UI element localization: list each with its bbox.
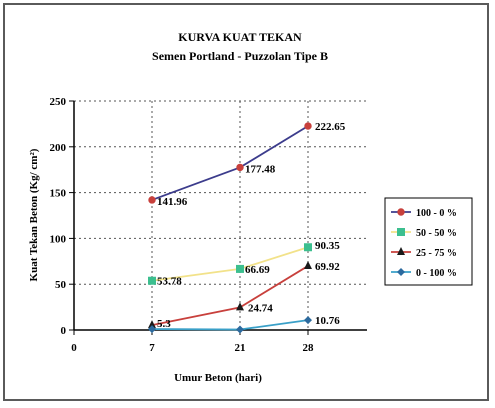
plot-area: 0 50 100 150 200 250 0 7 21 28 141.96 177.48 222.65 5… [50,96,367,354]
x-tick-label-1: 7 [149,342,155,354]
legend-entry-2: 25 - 75 % [416,248,457,259]
y-tick-label-1: 50 [55,279,67,291]
y-tick-label-3: 150 [50,188,67,200]
legend-marker-3 [397,268,405,276]
data-point-s3-p1 [236,325,244,334]
series-line-0 [151,125,309,201]
x-tick-label-0: 0 [71,342,77,354]
y-tick-label-4: 200 [50,142,67,154]
data-label-s2-p1: 24.74 [248,302,273,314]
legend-entry-1: 50 - 50 % [416,228,457,239]
legend-entry-3: 0 - 100 % [416,268,457,279]
legend-marker-0 [397,208,405,216]
y-axis-label: Kuat Tekan Beton (Kg/ cm²) [28,148,40,281]
x-axis-label: Umur Beton (hari) [174,372,262,384]
chart-subtitle: Semen Portland - Puzzolan Tipe B [152,49,328,63]
data-label-s2-p2: 69.92 [315,261,340,273]
legend-marker-2 [397,247,405,255]
data-point-s1-p2 [304,243,312,252]
y-tick-label-0: 0 [61,325,67,337]
y-tick-label-5: 250 [50,96,67,108]
data-point-s0-p0 [148,196,156,204]
data-point-s2-p2 [304,260,312,269]
data-label-s1-p0: 53.78 [157,276,182,288]
chart-title: KURVA KUAT TEKAN [178,30,302,44]
data-label-s3-p2: 10.76 [315,315,340,327]
data-label-s2-p0: 5.3 [157,318,171,330]
data-point-s1-p1 [236,264,244,273]
legend: 100 - 0 % 50 - 50 % 25 - 75 % 0 - 100 % [384,197,473,286]
data-point-s2-p0 [148,320,156,329]
data-label-s1-p2: 90.35 [315,240,340,252]
y-tick-label-2: 100 [50,233,67,245]
data-point-s2-p1 [236,302,244,311]
data-point-s1-p0 [148,276,156,285]
x-tick-label-2: 21 [235,342,246,354]
data-label-s0-p0: 141.96 [157,196,188,208]
data-label-s1-p1: 66.69 [245,264,270,276]
data-point-s3-p0 [148,325,156,334]
data-point-s0-p2 [304,122,312,130]
series-line-3 [151,319,309,331]
data-point-s3-p2 [304,316,312,325]
data-label-s0-p2: 222.65 [315,121,346,133]
x-tick-label-3: 28 [303,342,315,354]
legend-marker-1 [397,228,405,236]
legend-entry-0: 100 - 0 % [416,208,457,219]
data-label-s0-p1: 177.48 [245,163,276,175]
data-point-s0-p1 [236,163,244,172]
